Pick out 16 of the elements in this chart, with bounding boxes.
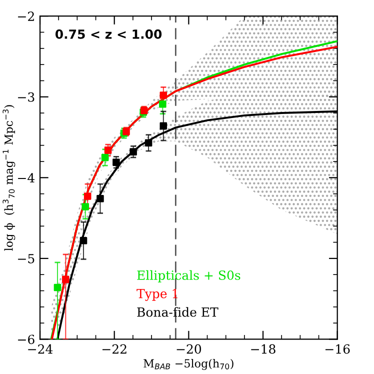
x-tick-label: −16 (325, 344, 350, 354)
text: Bona-fide ET (137, 307, 218, 317)
y-tick-label: −3 (18, 92, 34, 102)
y-tick-label: −5 (18, 254, 34, 264)
x-tick-label: −20 (176, 344, 202, 354)
annotation: 0.75 < z < 1.00 (55, 29, 162, 39)
y-tick-label: −2 (18, 12, 34, 21)
text: Type 1 (136, 288, 178, 301)
y-tick-label: −6 (18, 334, 34, 344)
y-axis-title: log ϕ (h$^{3}$$_{70}$ mag$^{−1}$ Mpc$^{−3}$) (2, 105, 16, 251)
text: Ellipticals + S0s (137, 270, 240, 282)
x-tick-label: −22 (102, 344, 126, 354)
y-tick-label: −4 (18, 173, 35, 182)
x-tick-label: −24 (28, 344, 53, 354)
x-axis-title: M$_{BAB}$ −5log(h$_{70}$) (144, 358, 234, 370)
x-tick-label: −18 (251, 344, 276, 354)
